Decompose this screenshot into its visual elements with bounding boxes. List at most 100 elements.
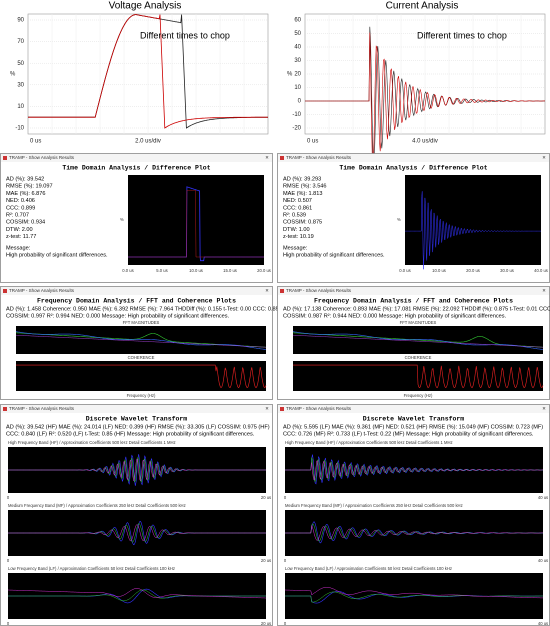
metric-line: AD (%): 5.595 (LF) MAE (%): 9.361 (MF) N…	[283, 424, 543, 430]
metric-line: CCC: 0.726 (MF) R²: 0.733 (LF) t-Test: 0…	[283, 431, 534, 437]
title-bar	[1, 287, 272, 295]
app-icon	[3, 156, 7, 160]
plot-area	[16, 326, 266, 354]
metric: RMSE (%): 3.546	[283, 184, 327, 190]
y-tick-label: -20	[292, 126, 301, 132]
x-tick-label: 20 us	[261, 621, 271, 626]
fft-purple	[293, 334, 543, 348]
metric: z-test: 11.77	[6, 234, 36, 240]
section-heading: Time Domain Analysis / Difference Plot	[62, 165, 210, 172]
title-bar	[278, 287, 549, 295]
section-heading: Discrete Wavelet Transform	[363, 416, 465, 423]
plot-label: FFT MAGNITUDES	[123, 320, 160, 325]
y-unit: %	[120, 217, 124, 222]
x-tick-label: 0.0 us	[399, 268, 410, 273]
metric-line: CCC: 0.840 (LF) R²: 0.520 (LF) t-Test: 0…	[6, 431, 255, 437]
close-button[interactable]: ✕	[265, 155, 269, 160]
metric: NED: 0.406	[6, 198, 35, 204]
coeff-magenta	[8, 588, 266, 599]
section-heading: Frequency Domain Analysis / FFT and Cohe…	[314, 298, 513, 305]
metric-line: AD (%): 39.542 (HF) MAE (%): 24.014 (LF)…	[6, 424, 270, 430]
panel-caption: Medium Frequency Band (MF) / Approximati…	[8, 503, 186, 508]
panel-caption: Low Frequency Band (LF) / Approximation …	[285, 566, 452, 571]
coeff-magenta	[8, 524, 266, 542]
metric-line: AD (%): 17.138 Coherence: 0.893 MAE (%):…	[283, 306, 550, 312]
y-tick-label: 10	[17, 104, 24, 110]
x-tick-label: 20.0 us	[257, 268, 271, 273]
chart-title: Voltage Analysis	[109, 1, 182, 12]
y-tick-label: 10	[294, 85, 301, 91]
axis-label: Frequency (Hz)	[404, 393, 433, 398]
metric: CCC: 0.899	[6, 205, 35, 211]
metric: z-test: 10.19	[283, 234, 314, 240]
x-tick-label: 10.0 us	[432, 268, 446, 273]
close-button[interactable]: ✕	[265, 288, 269, 293]
y-unit: %	[287, 72, 293, 78]
x-label: 0 us	[307, 139, 318, 145]
y-tick-label: 70	[17, 39, 24, 45]
message-label: Message:	[283, 245, 308, 251]
coeff-magenta	[285, 525, 543, 541]
title-bar	[1, 154, 272, 162]
metric: MAE (%): 1.813	[283, 191, 322, 197]
y-tick-label: -10	[15, 126, 24, 132]
section-heading: Discrete Wavelet Transform	[86, 416, 188, 423]
waveform-red	[128, 190, 264, 258]
close-button[interactable]: ✕	[542, 288, 546, 293]
plot-area	[405, 175, 541, 265]
window-title: TRAMP - Show Analysis Results	[286, 155, 352, 160]
x-tick-label: 20.0 us	[466, 268, 480, 273]
section-heading: Frequency Domain Analysis / FFT and Cohe…	[37, 298, 236, 305]
x-tick-label: 0.0 us	[122, 268, 133, 273]
x-tick-label: 0	[284, 621, 287, 626]
title-bar	[1, 405, 272, 413]
x-tick-label: 40 us	[538, 621, 548, 626]
x-tick-label: 0	[7, 558, 10, 563]
coeff-magenta	[285, 460, 543, 481]
y-unit: %	[10, 72, 16, 78]
message: High probability of significant differen…	[283, 252, 385, 258]
fft-blue	[15, 331, 267, 350]
metric-line: AD (%): 1.458 Coherence: 0.950 MAE (%): …	[6, 306, 282, 312]
window-title: TRAMP - Show Analysis Results	[9, 288, 75, 293]
close-button[interactable]: ✕	[542, 155, 546, 160]
coeff-magenta	[285, 587, 543, 599]
app-icon	[280, 289, 284, 293]
panel-caption: High Frequency Band (HF) / Approximation…	[285, 440, 453, 445]
y-unit: %	[397, 217, 401, 222]
plot-area	[16, 361, 266, 391]
metric: COSSIM: 0.875	[283, 220, 322, 226]
coeff-blue	[285, 454, 544, 485]
coeff-green	[8, 589, 266, 602]
plot-label: FFT MAGNITUDES	[400, 320, 437, 325]
plot-label: COHERENCE	[128, 355, 155, 360]
waveform-blue	[405, 191, 541, 270]
close-button[interactable]: ✕	[542, 406, 546, 411]
message: High probability of significant differen…	[6, 252, 108, 258]
annotation: Different times to chop	[417, 30, 507, 40]
x-tick-label: 0	[7, 495, 10, 500]
metric: DTW: 1.00	[283, 227, 310, 233]
title-bar	[278, 154, 549, 162]
y-tick-label: 60	[294, 18, 301, 24]
title-bar	[278, 405, 549, 413]
x-tick-label: 15.0 us	[223, 268, 237, 273]
message-label: Message:	[6, 245, 31, 251]
app-icon	[3, 407, 7, 411]
panel-caption: High Frequency Band (HF) / Approximation…	[8, 440, 176, 445]
window-title: TRAMP - Show Analysis Results	[286, 406, 352, 411]
x-label: 0 us	[30, 139, 41, 145]
x-tick-label: 5.0 us	[156, 268, 167, 273]
metric: R²: 0.539	[283, 212, 306, 218]
app-icon	[3, 289, 7, 293]
x-tick-label: 20 us	[261, 558, 271, 563]
annotation: Different times to chop	[140, 30, 230, 40]
coeff-green	[285, 591, 543, 603]
fft-blue	[292, 331, 544, 350]
metric: R²: 0.707	[6, 212, 29, 218]
y-tick-label: 50	[17, 61, 24, 67]
metric-line: COSSIM: 0.997 R²: 0.994 NED: 0.000 Messa…	[6, 313, 230, 319]
coherence	[293, 364, 544, 389]
x-label: 4.0 us/div	[412, 139, 438, 145]
close-button[interactable]: ✕	[265, 406, 269, 411]
